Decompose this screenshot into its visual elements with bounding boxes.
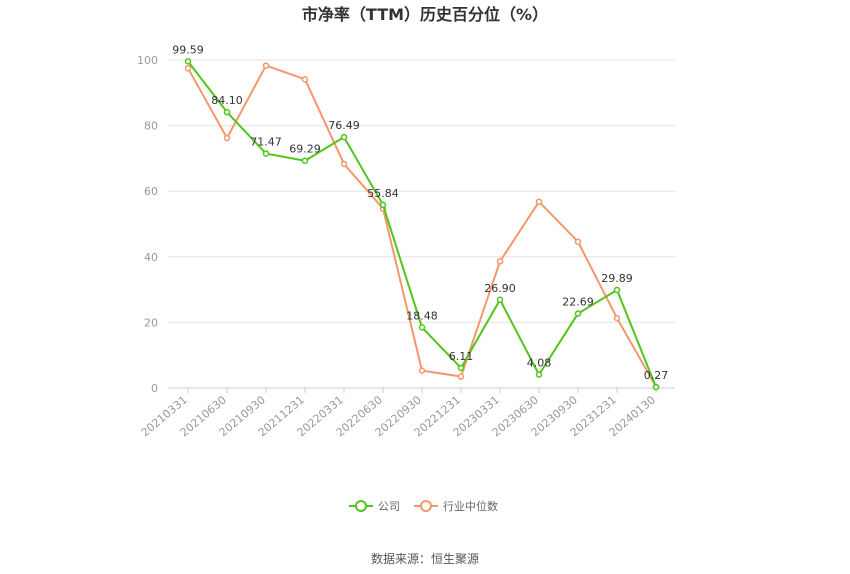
source-note: 数据来源：恒生聚源	[371, 551, 479, 566]
data-point	[340, 133, 348, 141]
data-point	[496, 258, 504, 265]
y-axis: 0 20 40 60 80 100	[137, 54, 158, 395]
data-point	[184, 64, 192, 72]
series-layer	[184, 58, 660, 391]
legend: 公司 行业中位数	[349, 499, 498, 513]
series-line	[187, 60, 657, 388]
y-tick-label: 20	[144, 316, 158, 329]
legend-item: 行业中位数	[414, 499, 498, 513]
series-line	[187, 64, 657, 388]
data-point	[652, 383, 660, 391]
data-point	[496, 296, 504, 304]
data-point	[457, 373, 465, 380]
data-point	[301, 157, 309, 164]
data-point	[535, 371, 543, 378]
legend-label: 公司	[378, 500, 400, 513]
data-labels: 99.59 84.10 71.47 69.29 76.49 55.84 18.48 6.11 2…	[172, 43, 668, 382]
data-label: 29.89	[601, 272, 633, 285]
data-label: 99.59	[172, 43, 204, 56]
data-point	[262, 62, 270, 69]
y-tick-label: 100	[137, 54, 158, 67]
data-label: 0.27	[644, 369, 669, 382]
data-label: 71.47	[250, 136, 282, 149]
data-label: 76.49	[328, 119, 360, 132]
chart-title: 市净率（TTM）历史百分位（%）	[302, 5, 548, 24]
data-label: 69.29	[289, 143, 321, 156]
x-axis: 2021033120210630202109302021123120220331…	[139, 388, 658, 439]
data-point	[340, 160, 348, 168]
data-point	[223, 134, 231, 142]
data-point	[574, 238, 582, 245]
data-label: 6.11	[449, 350, 474, 363]
y-tick-label: 40	[144, 251, 158, 264]
data-point	[535, 198, 543, 205]
data-point	[418, 367, 426, 374]
legend-label: 行业中位数	[443, 499, 498, 513]
data-point	[262, 150, 270, 157]
data-label: 22.69	[562, 296, 594, 309]
data-label: 84.10	[211, 94, 243, 107]
data-label: 55.84	[367, 187, 399, 200]
legend-marker	[420, 500, 432, 512]
data-point	[301, 76, 309, 83]
data-label: 18.48	[406, 309, 438, 322]
data-label: 26.90	[484, 282, 516, 295]
grid	[168, 59, 675, 389]
data-point	[184, 58, 192, 65]
data-point	[457, 364, 465, 372]
y-tick-label: 80	[144, 120, 158, 133]
data-label: 4.08	[527, 357, 552, 370]
legend-marker	[355, 500, 367, 512]
y-tick-label: 60	[144, 185, 158, 198]
legend-item: 公司	[349, 500, 400, 513]
data-point	[613, 314, 621, 322]
y-tick-label: 0	[151, 382, 158, 395]
series-1	[184, 62, 660, 390]
data-point	[613, 286, 621, 294]
data-point	[223, 108, 231, 116]
series-0	[184, 58, 660, 391]
data-point	[574, 310, 582, 317]
data-point	[418, 324, 426, 331]
data-point	[379, 201, 387, 209]
